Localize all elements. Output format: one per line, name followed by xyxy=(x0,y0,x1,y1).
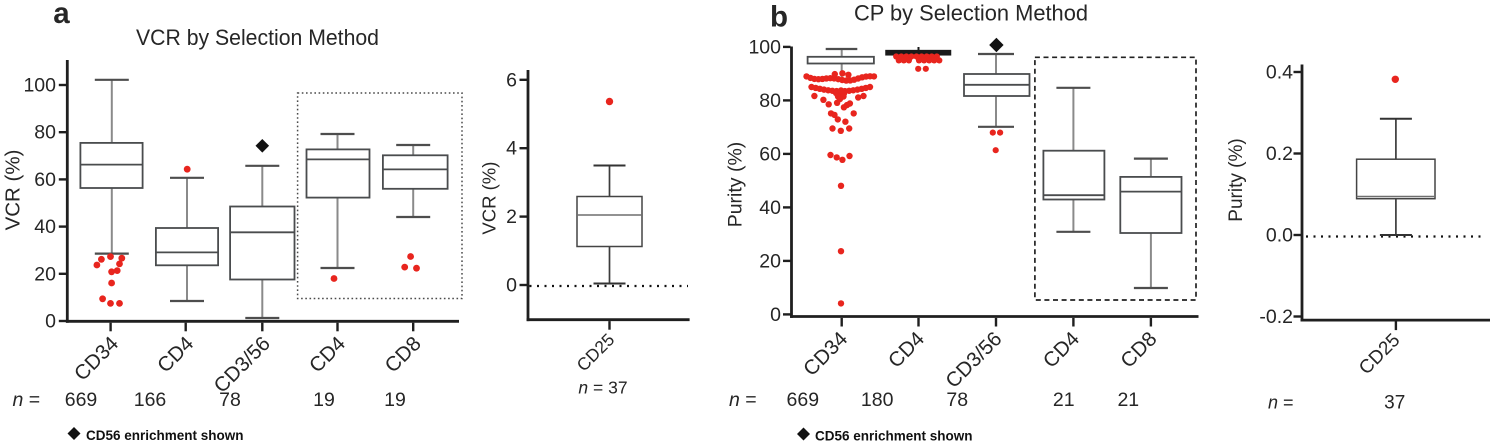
svg-text:19: 19 xyxy=(313,389,335,411)
svg-text:37: 37 xyxy=(1384,393,1405,414)
svg-text:b: b xyxy=(770,1,788,34)
svg-text:21: 21 xyxy=(1053,389,1075,411)
svg-text:40: 40 xyxy=(34,216,56,238)
svg-text:0.4: 0.4 xyxy=(1266,62,1293,84)
svg-text:100: 100 xyxy=(748,36,781,58)
svg-text:VCR by Selection Method: VCR by Selection Method xyxy=(136,25,379,50)
svg-text:Purity (%): Purity (%) xyxy=(725,142,747,228)
svg-text:0.2: 0.2 xyxy=(1266,143,1293,165)
svg-text:n =: n = xyxy=(1268,393,1294,413)
svg-text:2: 2 xyxy=(506,206,517,228)
svg-text:19: 19 xyxy=(384,389,406,411)
svg-text:VCR (%): VCR (%) xyxy=(1,150,24,231)
svg-text:CP by Selection Method: CP by Selection Method xyxy=(854,1,1088,26)
svg-text:21: 21 xyxy=(1117,389,1139,411)
svg-text:20: 20 xyxy=(34,263,56,285)
svg-text:6: 6 xyxy=(506,69,517,91)
svg-text:78: 78 xyxy=(219,389,241,411)
svg-text:0: 0 xyxy=(45,311,56,333)
svg-text:80: 80 xyxy=(34,122,56,144)
svg-text:100: 100 xyxy=(23,75,56,97)
svg-text:n =: n = xyxy=(13,389,41,411)
svg-text:80: 80 xyxy=(759,90,781,112)
svg-text:0.0: 0.0 xyxy=(1266,225,1293,247)
svg-text:n = 37: n = 37 xyxy=(578,378,627,398)
svg-text:n =: n = xyxy=(729,389,757,411)
svg-text:a: a xyxy=(53,0,70,30)
svg-text:Purity (%): Purity (%) xyxy=(1226,138,1247,221)
svg-text:60: 60 xyxy=(34,169,56,191)
svg-text:60: 60 xyxy=(759,143,781,165)
svg-text:CD56 enrichment shown: CD56 enrichment shown xyxy=(86,428,244,443)
svg-text:0: 0 xyxy=(770,304,781,326)
svg-text:20: 20 xyxy=(759,250,781,272)
svg-text:VCR (%): VCR (%) xyxy=(478,162,499,235)
svg-text:CD56 enrichment shown: CD56 enrichment shown xyxy=(815,429,973,444)
svg-text:40: 40 xyxy=(759,197,781,219)
svg-text:669: 669 xyxy=(787,389,820,411)
svg-text:0: 0 xyxy=(506,275,517,297)
svg-text:166: 166 xyxy=(134,389,167,411)
svg-text:180: 180 xyxy=(861,389,894,411)
svg-text:4: 4 xyxy=(506,138,517,160)
svg-text:669: 669 xyxy=(65,389,98,411)
svg-text:78: 78 xyxy=(946,389,968,411)
svg-text:-0.2: -0.2 xyxy=(1259,306,1293,328)
